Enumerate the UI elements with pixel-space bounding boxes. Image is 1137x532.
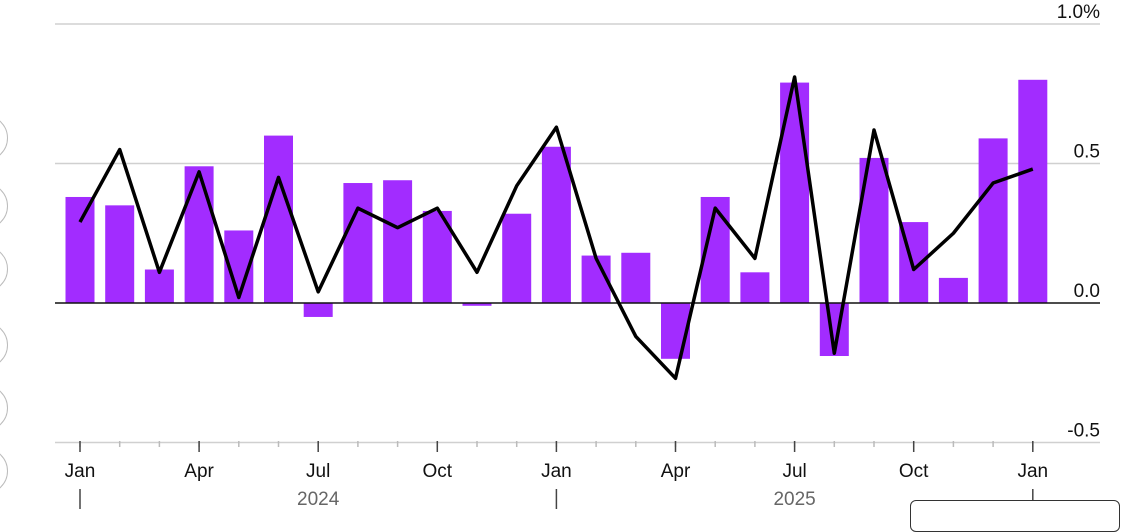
bar [621, 253, 650, 303]
x-tick-label: Jan [65, 461, 96, 482]
bar [502, 214, 531, 303]
x-tick-label: Jan [1017, 461, 1048, 482]
bar [304, 303, 333, 317]
bar [185, 166, 214, 303]
chart: 1.0% 0.5 0.0 -0.5 Jan Apr Jul Oct Jan Apr Jul Oct Ja… [0, 0, 1137, 509]
bar [66, 197, 95, 303]
bar [145, 270, 174, 303]
y-tick-label: -0.5 [1067, 421, 1100, 442]
tooltip-box [910, 500, 1120, 532]
bar [740, 272, 769, 303]
bar [979, 138, 1008, 303]
x-tick-label: Oct [423, 461, 453, 482]
y-tick-label: 0.5 [1074, 142, 1100, 163]
bar [1018, 80, 1047, 303]
x-tick-label: Jan [541, 461, 572, 482]
bar [105, 205, 134, 303]
x-tick-label: Jul [782, 461, 806, 482]
year-label: 2025 [773, 489, 815, 509]
bar [939, 278, 968, 303]
y-tick-label: 0.0 [1074, 281, 1100, 302]
x-tick-label: Jul [306, 461, 330, 482]
year-label: 2024 [297, 489, 340, 509]
y-tick-label: 1.0% [1057, 2, 1100, 23]
bar [542, 147, 571, 303]
x-tick-label: Apr [661, 461, 691, 482]
x-tick-label: Oct [899, 461, 929, 482]
bar [264, 136, 293, 303]
bar [343, 183, 372, 303]
bar [383, 180, 412, 303]
x-tick-label: Apr [184, 461, 214, 482]
